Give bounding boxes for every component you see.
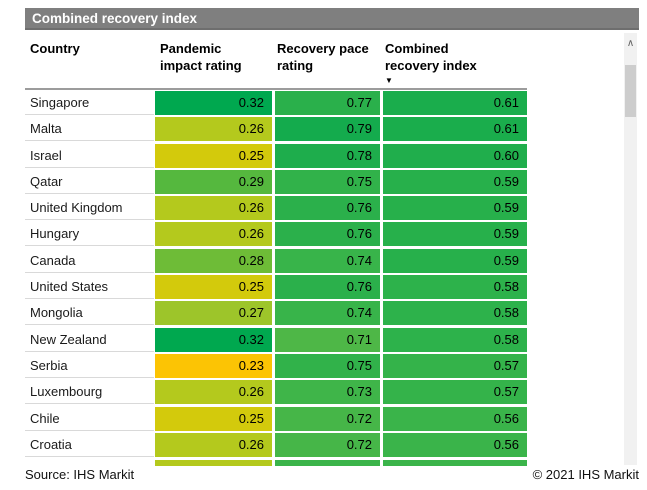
scrollbar[interactable]: ∧ (624, 33, 637, 465)
value-cell: 0.56 (383, 406, 527, 431)
sort-descending-icon[interactable]: ▼ (385, 76, 393, 85)
column-header-country[interactable]: Country (30, 41, 80, 56)
value-cell: 0.57 (383, 380, 527, 405)
table-row[interactable]: Luxembourg 0.26 0.73 0.57 (25, 380, 527, 406)
table-row[interactable]: Qatar 0.29 0.75 0.59 (25, 169, 527, 196)
table-row[interactable]: United States 0.25 0.76 0.58 (25, 275, 527, 301)
table-row[interactable]: Croatia 0.26 0.72 0.56 (25, 432, 527, 459)
country-cell: Malta (25, 117, 154, 142)
value-cell: 0.23 (155, 353, 272, 378)
value-cell: 0.75 (275, 353, 380, 378)
value-cell: 0.73 (275, 380, 380, 405)
country-cell: Qatar (25, 169, 154, 194)
partial-row (25, 460, 527, 466)
country-cell: United States (25, 275, 154, 300)
value-cell: 0.61 (383, 117, 527, 142)
column-header-label: Combined recovery index (385, 41, 477, 73)
table-row[interactable]: United Kingdom 0.26 0.76 0.59 (25, 196, 527, 222)
value-cell: 0.32 (155, 91, 272, 115)
table-row[interactable]: Singapore 0.32 0.77 0.61 (25, 91, 527, 117)
country-cell: Mongolia (25, 301, 154, 326)
scrollbar-thumb[interactable] (625, 65, 636, 117)
value-cell: 0.72 (275, 432, 380, 457)
country-cell: Chile (25, 406, 154, 431)
value-cell: 0.59 (383, 248, 527, 273)
value-cell: 0.76 (275, 222, 380, 247)
value-cell: 0.29 (155, 169, 272, 194)
table-row[interactable]: Chile 0.25 0.72 0.56 (25, 406, 527, 433)
column-header-pandemic-impact[interactable]: Pandemic impact rating (160, 41, 242, 73)
value-cell: 0.77 (275, 91, 380, 115)
value-cell: 0.74 (275, 248, 380, 273)
value-cell (383, 460, 527, 466)
country-cell: Serbia (25, 353, 154, 378)
value-cell: 0.28 (155, 248, 272, 273)
value-cell: 0.71 (275, 327, 380, 352)
value-cell: 0.75 (275, 169, 380, 194)
value-cell: 0.25 (155, 143, 272, 168)
table-row[interactable]: Serbia 0.23 0.75 0.57 (25, 353, 527, 380)
value-cell: 0.79 (275, 117, 380, 142)
value-cell: 0.78 (275, 143, 380, 168)
column-header-combined-index[interactable]: Combined recovery index ▼ (385, 40, 500, 85)
value-cell: 0.76 (275, 275, 380, 300)
table-row[interactable]: New Zealand 0.32 0.71 0.58 (25, 327, 527, 354)
value-cell: 0.58 (383, 327, 527, 352)
country-cell: Israel (25, 143, 154, 168)
value-cell: 0.59 (383, 222, 527, 247)
value-cell: 0.25 (155, 275, 272, 300)
scroll-up-arrow-icon[interactable]: ∧ (626, 38, 635, 49)
widget-title: Combined recovery index (32, 11, 198, 26)
table-body: Singapore 0.32 0.77 0.61 Malta 0.26 0.79 0.61 Is… (25, 91, 527, 459)
title-bar: Combined recovery index (25, 8, 639, 30)
copyright-label: © 2021 IHS Markit (532, 467, 639, 482)
value-cell: 0.72 (275, 406, 380, 431)
value-cell: 0.25 (155, 406, 272, 431)
table-row[interactable]: Canada 0.28 0.74 0.59 (25, 248, 527, 275)
value-cell: 0.74 (275, 301, 380, 326)
value-cell (155, 460, 272, 466)
value-cell: 0.76 (275, 196, 380, 221)
country-cell: United Kingdom (25, 196, 154, 221)
value-cell: 0.26 (155, 117, 272, 142)
value-cell: 0.56 (383, 432, 527, 457)
value-cell: 0.26 (155, 196, 272, 221)
country-cell: Singapore (25, 91, 154, 115)
country-cell: Croatia (25, 432, 154, 457)
value-cell: 0.32 (155, 327, 272, 352)
value-cell: 0.58 (383, 301, 527, 326)
country-cell: New Zealand (25, 327, 154, 352)
value-cell: 0.26 (155, 222, 272, 247)
value-cell (275, 460, 380, 466)
table-row[interactable]: Israel 0.25 0.78 0.60 (25, 143, 527, 170)
source-label: Source: IHS Markit (25, 467, 135, 482)
value-cell: 0.26 (155, 432, 272, 457)
country-cell: Hungary (25, 222, 154, 247)
value-cell: 0.26 (155, 380, 272, 405)
country-cell: Luxembourg (25, 380, 154, 405)
value-cell: 0.59 (383, 196, 527, 221)
table-row[interactable]: Malta 0.26 0.79 0.61 (25, 117, 527, 143)
value-cell: 0.57 (383, 353, 527, 378)
value-cell: 0.58 (383, 275, 527, 300)
value-cell: 0.27 (155, 301, 272, 326)
table-row[interactable]: Hungary 0.26 0.76 0.59 (25, 222, 527, 248)
column-header-recovery-pace[interactable]: Recovery pace rating (277, 41, 369, 73)
value-cell: 0.59 (383, 169, 527, 194)
table-row[interactable]: Mongolia 0.27 0.74 0.58 (25, 301, 527, 327)
country-cell: Canada (25, 248, 154, 273)
header-separator (25, 88, 527, 90)
value-cell: 0.61 (383, 91, 527, 115)
value-cell: 0.60 (383, 143, 527, 168)
